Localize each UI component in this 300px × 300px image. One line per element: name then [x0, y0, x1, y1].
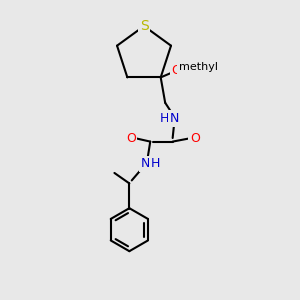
Text: O: O [126, 131, 136, 145]
Text: S: S [140, 19, 148, 33]
Text: methyl: methyl [179, 62, 218, 72]
Text: H: H [160, 112, 169, 125]
Text: O: O [171, 64, 181, 77]
Text: N: N [140, 158, 150, 170]
Text: N: N [170, 112, 179, 125]
Text: O: O [190, 131, 200, 145]
Text: H: H [151, 158, 160, 170]
